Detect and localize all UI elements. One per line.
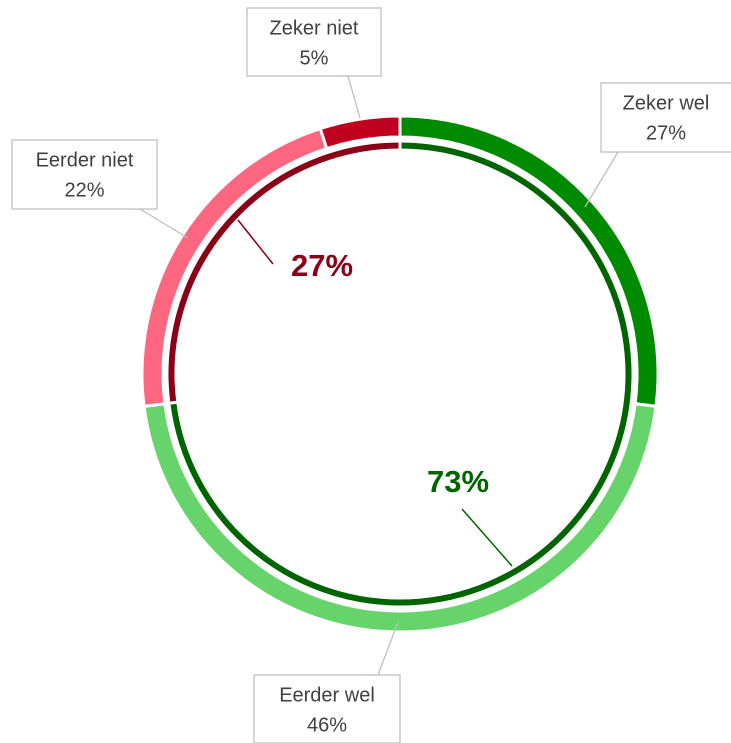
leader-line — [128, 208, 189, 239]
value-label: 27% — [646, 122, 686, 144]
leader-line — [584, 151, 620, 208]
value-label: 27% — [291, 248, 353, 283]
category-label: Zeker wel — [623, 92, 710, 114]
donut-segment — [165, 139, 402, 405]
leader-line — [461, 508, 513, 567]
leader-line — [237, 219, 274, 265]
label-box — [253, 674, 401, 743]
label-box — [600, 82, 731, 153]
category-label: Zeker niet — [270, 17, 359, 39]
donut-segment — [398, 114, 660, 409]
category-label: Eerder wel — [279, 684, 375, 706]
value-label: 22% — [64, 179, 104, 201]
donut-segment — [318, 114, 402, 151]
label-box — [11, 139, 158, 210]
value-label: 5% — [300, 47, 329, 69]
value-label: 73% — [427, 464, 489, 499]
value-label: 46% — [307, 714, 347, 736]
category-label: Eerder niet — [36, 149, 134, 171]
label-box — [246, 7, 382, 77]
leader-line — [336, 75, 361, 119]
